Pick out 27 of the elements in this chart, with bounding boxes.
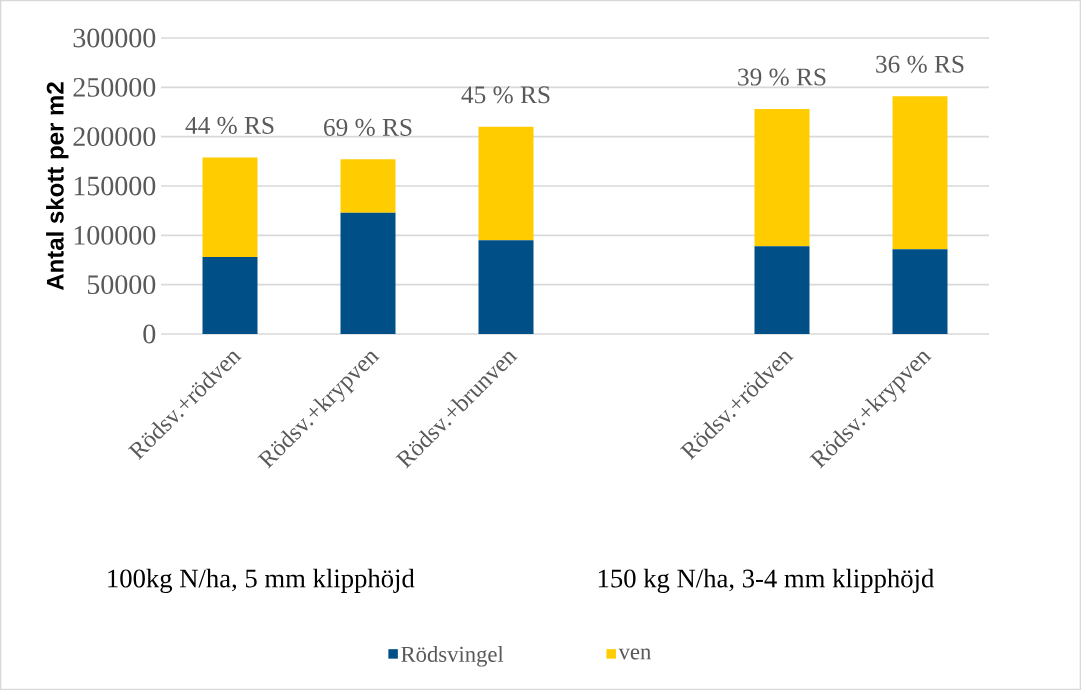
bar (754, 246, 810, 334)
y-tick-label: 0 (143, 324, 156, 344)
legend-label: ven (618, 648, 651, 660)
bar (892, 249, 948, 334)
bar (202, 257, 258, 334)
annotation: 36 % RS (876, 55, 964, 73)
text: 100kg N/ha, 5 mm klipphöjd (108, 568, 415, 593)
annotation: 39 % RS (738, 68, 826, 86)
bar (478, 240, 534, 334)
annotation: 45 % RS (461, 86, 550, 104)
y-tick-label: 50000 (87, 275, 156, 295)
bar (478, 126, 534, 241)
bar (340, 159, 396, 213)
y-tick-label: 250000 (73, 77, 156, 97)
bar (340, 212, 396, 334)
y-tick-label: 100000 (74, 225, 156, 245)
bar (754, 109, 810, 247)
annotation: 69 % RS (324, 118, 412, 136)
bar (892, 96, 948, 250)
legend-label: Rödsvingel (401, 646, 504, 667)
y-tick-label: 150000 (74, 176, 156, 196)
y-axis-title: Antal skott per m2 (46, 82, 69, 291)
text: 150 kg N/ha, 3-4 mm klipphöjd (598, 568, 934, 593)
bar (202, 157, 258, 258)
y-tick-label: 300000 (73, 28, 156, 48)
y-tick-label: 200000 (73, 127, 156, 147)
annotation: 44 % RS (185, 116, 274, 135)
